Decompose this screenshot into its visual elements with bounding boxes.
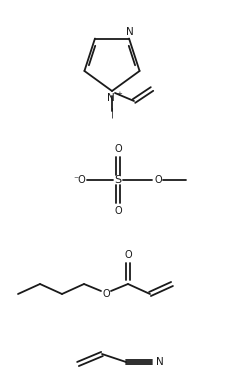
Text: O: O — [114, 206, 122, 216]
Text: O: O — [114, 144, 122, 154]
Text: O: O — [124, 250, 132, 260]
Text: ⁻O: ⁻O — [74, 175, 86, 185]
Text: N: N — [156, 357, 164, 367]
Text: N: N — [126, 27, 134, 37]
Text: S: S — [114, 175, 121, 185]
Text: +: + — [116, 91, 122, 97]
Text: |: | — [110, 108, 114, 118]
Text: O: O — [102, 289, 110, 299]
Text: O: O — [154, 175, 162, 185]
Text: N: N — [107, 93, 115, 103]
